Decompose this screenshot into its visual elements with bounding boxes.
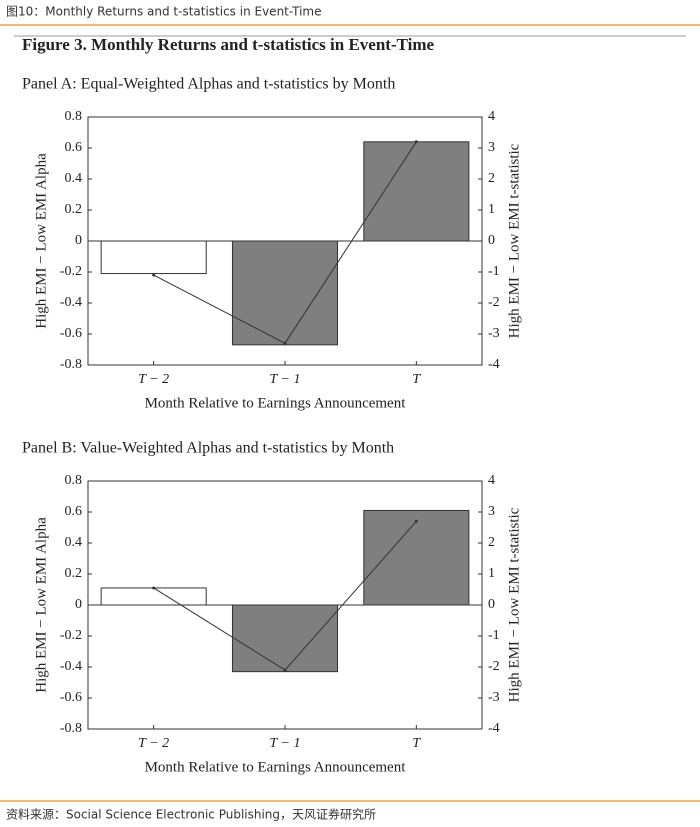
y-axis-label: High EMI − Low EMI Alpha — [33, 517, 49, 693]
y-tick-label: -0.6 — [60, 326, 82, 341]
y2-tick-label: -3 — [488, 690, 500, 705]
panel-title: Panel A: Equal-Weighted Alphas and t-sta… — [22, 76, 395, 93]
bar — [231, 604, 339, 673]
x-tick-label: T — [412, 736, 421, 751]
bar — [100, 587, 207, 606]
y2-tick-label: -2 — [488, 295, 500, 310]
y2-tick-label: -1 — [488, 628, 500, 643]
y-axis-label: High EMI − Low EMI Alpha — [33, 153, 49, 329]
line-point — [283, 668, 287, 672]
line-point — [414, 140, 418, 144]
y2-tick-label: 0 — [488, 597, 495, 612]
y-tick-label: -0.6 — [60, 690, 82, 705]
y-tick-label: 0.8 — [65, 109, 83, 124]
y-tick-label: 0.6 — [65, 140, 83, 155]
y2-tick-label: -4 — [488, 357, 500, 372]
y-tick-label: -0.2 — [60, 628, 82, 643]
y2-tick-label: -4 — [488, 721, 500, 736]
line-point — [283, 341, 287, 345]
y-tick-label: -0.4 — [60, 295, 82, 310]
y2-tick-label: 3 — [488, 504, 495, 519]
line-point — [152, 586, 156, 590]
source: 资料来源：Social Science Electronic Publishin… — [6, 807, 376, 822]
y-tick-label: -0.2 — [60, 264, 82, 279]
y-tick-label: -0.4 — [60, 659, 82, 674]
y2-tick-label: 4 — [488, 109, 495, 124]
y-tick-label: -0.8 — [60, 721, 82, 736]
panel-title: Panel B: Value-Weighted Alphas and t-sta… — [22, 440, 394, 457]
line-point — [152, 273, 156, 277]
y-tick-label: 0.2 — [65, 202, 83, 217]
y2-tick-label: 2 — [488, 171, 495, 186]
y-tick-label: 0.4 — [65, 535, 83, 550]
y2-tick-label: -3 — [488, 326, 500, 341]
x-tick-label: T − 1 — [270, 736, 301, 751]
y2-tick-label: 4 — [488, 473, 495, 488]
x-tick-label: T — [412, 372, 421, 387]
x-tick-label: T − 2 — [138, 372, 169, 387]
y-tick-label: 0.4 — [65, 171, 83, 186]
x-tick-label: T − 1 — [270, 372, 301, 387]
y-tick-label: 0.6 — [65, 504, 83, 519]
y2-tick-label: 3 — [488, 140, 495, 155]
x-tick-label: T − 2 — [138, 736, 169, 751]
y-tick-label: 0.8 — [65, 473, 83, 488]
y-tick-label: 0 — [75, 233, 82, 248]
bar — [363, 141, 470, 242]
header-title: 图10：Monthly Returns and t-statistics in … — [6, 5, 321, 19]
y2-tick-label: 2 — [488, 535, 495, 550]
y2-tick-label: 1 — [488, 566, 495, 581]
line-point — [414, 519, 418, 523]
bar — [363, 509, 470, 606]
y-tick-label: -0.8 — [60, 357, 82, 372]
bar — [231, 240, 339, 346]
bar — [100, 240, 207, 275]
y2-tick-label: -2 — [488, 659, 500, 674]
x-axis-label: Month Relative to Earnings Announcement — [145, 759, 407, 775]
y2-tick-label: 0 — [488, 233, 495, 248]
x-axis-label: Month Relative to Earnings Announcement — [145, 395, 407, 411]
y2-tick-label: 1 — [488, 202, 495, 217]
y-tick-label: 0 — [75, 597, 82, 612]
y2-tick-label: -1 — [488, 264, 500, 279]
y2-axis-label: High EMI − Low EMI t-statistic — [506, 143, 522, 338]
y2-axis-label: High EMI − Low EMI t-statistic — [506, 507, 522, 702]
figure-title: Figure 3. Monthly Returns and t-statisti… — [22, 35, 435, 54]
y-tick-label: 0.2 — [65, 566, 83, 581]
